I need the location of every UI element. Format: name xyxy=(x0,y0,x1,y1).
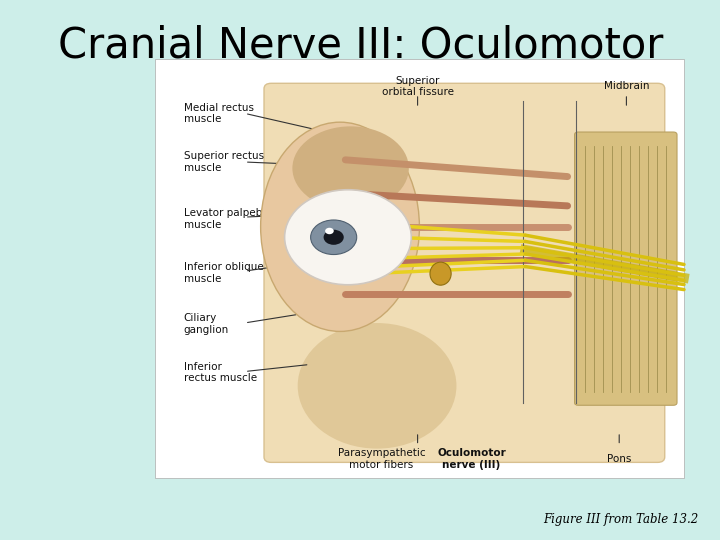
Text: Medial rectus
muscle: Medial rectus muscle xyxy=(184,103,253,124)
FancyBboxPatch shape xyxy=(575,132,677,405)
Ellipse shape xyxy=(292,126,409,210)
Text: Oculomotor
nerve (III): Oculomotor nerve (III) xyxy=(437,448,506,470)
FancyBboxPatch shape xyxy=(264,83,665,462)
Text: Inferior
rectus muscle: Inferior rectus muscle xyxy=(184,362,257,383)
Text: Midbrain: Midbrain xyxy=(603,82,649,91)
Text: Cranial Nerve III: Oculomotor: Cranial Nerve III: Oculomotor xyxy=(58,24,663,66)
Ellipse shape xyxy=(430,262,451,285)
Text: Figure III from Table 13.2: Figure III from Table 13.2 xyxy=(543,514,698,526)
Text: Parasympathetic
motor fibers: Parasympathetic motor fibers xyxy=(338,448,426,470)
Text: Ciliary
ganglion: Ciliary ganglion xyxy=(184,313,229,335)
FancyBboxPatch shape xyxy=(155,59,684,478)
Ellipse shape xyxy=(261,122,419,332)
Circle shape xyxy=(323,230,343,245)
Circle shape xyxy=(284,190,411,285)
Ellipse shape xyxy=(297,323,456,449)
Text: Pons: Pons xyxy=(607,454,631,464)
Circle shape xyxy=(325,228,334,234)
Text: Superior
orbital fissure: Superior orbital fissure xyxy=(382,76,454,97)
Text: Levator palpebrae
muscle: Levator palpebrae muscle xyxy=(184,208,279,230)
Text: Inferior oblique
muscle: Inferior oblique muscle xyxy=(184,262,264,284)
Ellipse shape xyxy=(322,223,346,252)
Circle shape xyxy=(310,220,356,254)
Text: Superior rectus
muscle: Superior rectus muscle xyxy=(184,151,264,173)
